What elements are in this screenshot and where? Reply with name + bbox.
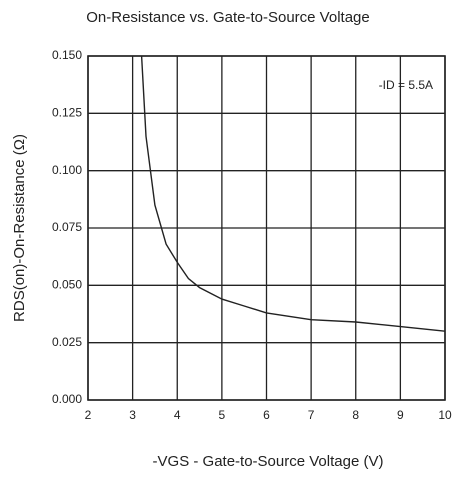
y-tick-label: 0.150 [52, 48, 82, 62]
x-tick-label: 9 [397, 408, 404, 422]
x-tick-label: 3 [129, 408, 136, 422]
y-tick-label: 0.125 [52, 106, 82, 120]
x-tick-label: 2 [85, 408, 92, 422]
x-tick-label: 5 [219, 408, 226, 422]
y-axis-label: RDS(on)-On-Resistance (Ω) [11, 134, 28, 322]
annotation: -ID = 5.5A [379, 78, 433, 92]
chart-title: On-Resistance vs. Gate-to-Source Voltage [86, 9, 369, 26]
x-tick-label: 7 [308, 408, 315, 422]
y-tick-label: 0.000 [52, 392, 82, 406]
x-tick-label: 6 [263, 408, 270, 422]
y-tick-label: 0.100 [52, 163, 82, 177]
y-tick-label: 0.050 [52, 278, 82, 292]
y-tick-label: 0.075 [52, 220, 82, 234]
x-tick-label: 8 [352, 408, 359, 422]
x-axis-label: -VGS - Gate-to-Source Voltage (V) [153, 453, 384, 470]
x-tick-label: 10 [438, 408, 452, 422]
x-tick-label: 4 [174, 408, 181, 422]
curve [140, 55, 446, 332]
plot-frame [87, 55, 446, 401]
y-tick-label: 0.025 [52, 335, 82, 349]
